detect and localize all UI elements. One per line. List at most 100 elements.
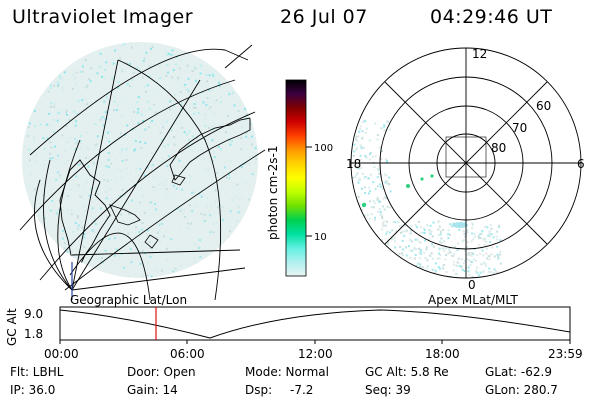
geo-pixel [254,147,257,150]
polar-pixel [486,226,489,229]
geo-pixel [235,205,238,207]
geo-pixel [114,49,117,52]
geo-pixel [159,77,162,79]
geo-pixel [230,159,233,162]
polar-pixel [403,230,406,233]
geo-pixel [153,122,156,125]
geo-pixel [144,142,147,145]
geo-pixel [154,111,157,114]
polar-pixel [471,276,474,278]
geo-pixel [212,150,215,153]
geo-pixel [105,165,108,168]
geo-pixel [75,142,78,145]
polar-pixel [374,219,376,222]
geo-pixel [104,249,107,252]
geo-pixel [228,177,231,180]
polar-pixel [483,239,486,242]
polar-pixel [464,236,466,238]
polar-pixel [447,237,450,240]
polar-pixel [471,252,474,255]
geo-pixel [180,60,182,62]
geo-pixel [96,135,99,138]
polar-pixel [483,244,486,247]
polar-pixel [461,240,464,243]
polar-pixel [379,211,382,214]
geo-pixel [193,66,196,69]
geo-pixel [107,152,110,154]
footer-info: Flt: LBHL IP: 36.0 Door: Open Gain: 14 M… [10,365,558,397]
geo-pixel [123,228,126,231]
geo-pixel [129,85,132,88]
geo-pixel [117,103,120,106]
geo-pixel [109,215,112,217]
geo-pixel [187,144,190,147]
geo-pixel [186,226,189,229]
polar-pixel [489,270,492,273]
geo-pixel [103,178,106,181]
geo-pixel [70,213,73,216]
polar-pixel [419,265,421,268]
polar-pixel [374,216,376,219]
polar-pixel [374,155,377,158]
geo-pixel [39,123,42,126]
geo-pixel [144,90,147,93]
geo-pixel [218,84,221,87]
geo-pixel [251,173,254,175]
geo-pixel [86,147,89,150]
polar-pixel [472,258,475,261]
geo-pixel [162,235,165,238]
polar-pixel [368,139,371,142]
geo-pixel [167,169,169,172]
polar-pixel [355,135,358,138]
polar-pixel [363,176,366,179]
geo-pixel [240,196,243,199]
polar-pixel [431,243,433,246]
polar-pixel [369,173,372,176]
geo-pixel [229,143,232,146]
geo-pixel [122,266,125,269]
geo-pixel [150,201,153,204]
polar-pixel [441,229,444,231]
polar-pixel [488,267,491,270]
polar-pixel [469,254,472,257]
geo-pixel [80,142,82,145]
geo-pixel [80,195,83,198]
geo-pixel [106,216,109,219]
polar-pixel [488,258,491,261]
geo-pixel [108,140,111,143]
polar-pixel [395,230,397,233]
geo-pixel [120,69,123,72]
geo-pixel [65,109,68,112]
footer-door: Door: Open [127,365,196,379]
geo-pixel [165,247,168,250]
polar-pixel [376,167,379,170]
geo-pixel [140,146,143,149]
polar-pixel [414,248,417,251]
geo-pixel [191,135,194,138]
geo-pixel [71,87,74,90]
polar-pixel [403,234,406,237]
polar-pixel [485,252,488,255]
geo-pixel [148,65,151,68]
geo-pixel [177,247,180,250]
geo-pixel [125,167,128,170]
geo-pixel [255,157,258,160]
geo-pixel [248,198,251,201]
polar-pixel [487,271,490,273]
polar-pixel [445,271,448,274]
geo-pixel [206,147,209,150]
geo-pixel [133,148,136,151]
polar-pixel [355,149,358,152]
geo-pixel [139,135,142,138]
polar-pixel [401,239,404,242]
polar-pixel [439,254,442,257]
geo-pixel [172,185,175,188]
geo-pixel [190,191,193,194]
polar-pixel [473,232,476,235]
geo-pixel [70,188,73,191]
polar-pixel [378,172,381,175]
geo-pixel [130,42,133,45]
polar-pixel [466,241,469,243]
geo-pixel [193,106,196,109]
geo-pixel [80,140,83,143]
